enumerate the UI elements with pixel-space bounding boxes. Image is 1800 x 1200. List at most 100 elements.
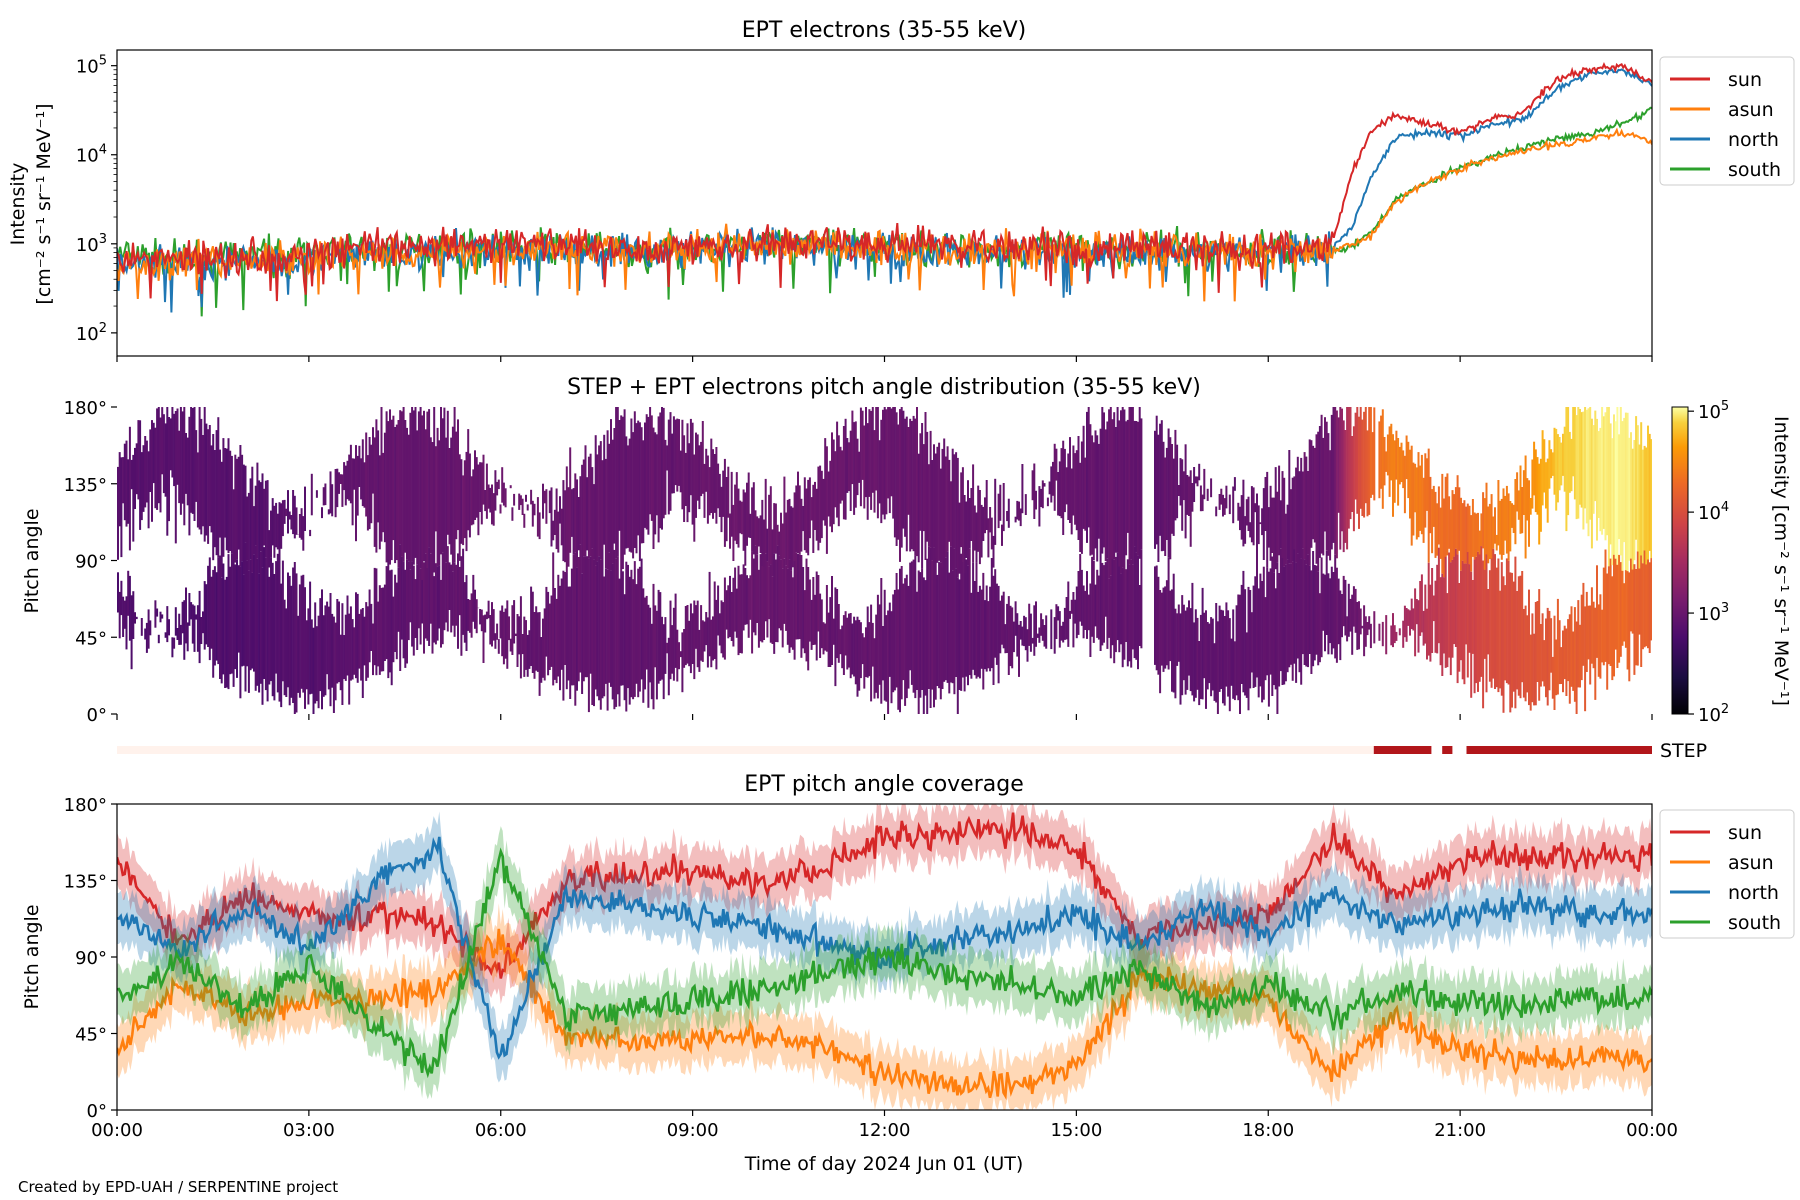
pad-cell [1575,621,1578,714]
pad-cell [854,421,857,508]
pad-cell [916,591,918,690]
pad-cell [829,460,832,527]
pad-cell [1422,610,1425,646]
pad-cell [1352,586,1355,627]
pad-cell [1177,485,1180,496]
pad-cell [698,629,701,672]
pad-cell [970,592,973,679]
pad-cell [1250,486,1253,543]
pad-cell [550,487,553,547]
pad-cell [230,455,233,554]
pad-cell [1052,461,1054,496]
pad-cell [1199,614,1202,699]
pad-cell [263,488,266,546]
pad-cell [1210,478,1213,498]
pad-cell [999,484,1002,521]
pad-cell [242,464,245,575]
pad-cell [1026,629,1029,662]
pad-cell [640,558,643,680]
pad-cell [671,433,674,494]
pad-cell [543,608,546,681]
pad-cell [157,407,160,504]
pad-cell [474,589,476,629]
pad-cell [586,556,589,678]
pad-cell [236,559,238,678]
pad-cell [899,568,901,713]
pad-cell [191,604,194,644]
pad-cell [315,490,318,498]
credit-text: Created by EPD-UAH / SERPENTINE project [18,1178,338,1196]
pad-cell [1346,407,1349,550]
pad-cell [888,407,891,514]
pad-cell [198,590,201,664]
pad-cell [372,623,374,676]
legend-label-north: north [1728,129,1779,151]
pad-cell [1383,437,1386,486]
pad-cell [1296,553,1299,659]
pad-cell [1410,598,1413,630]
pad-cell [650,415,653,521]
pad-cell [610,419,612,571]
pad-cell [358,613,361,669]
pad-cell [827,612,830,667]
pad-cell [870,604,873,702]
pad-cell [1079,554,1082,622]
pad-cell [365,432,368,517]
pad-cell [912,415,915,552]
pad-cell [147,451,150,529]
y-tick-label: 180° [64,398,107,419]
pad-cell [1395,430,1398,480]
pad-cell [1587,408,1590,537]
pad-cell [519,596,522,679]
pad-cell [572,488,575,555]
pad-cell [504,488,507,508]
pad-cell [378,585,381,675]
pad-cell [1339,590,1342,661]
pad-cell [747,578,750,638]
pad-cell [1487,589,1490,655]
pad-cell [1179,613,1182,705]
pad-cell [518,616,521,655]
pad-cell [1228,494,1231,515]
pad-cell [844,418,847,520]
pad-cell [1256,552,1258,678]
pad-cell [332,616,335,713]
pad-cell [465,575,468,651]
pad-cell [846,617,849,670]
pad-cell [859,407,862,507]
pad-cell [1641,449,1644,564]
pad-cell [288,511,291,520]
pad-cell [946,551,949,683]
pad-cell [795,552,798,640]
pad-cell [1541,613,1544,682]
pad-cell [878,604,881,685]
pad-cell [1482,560,1485,709]
pad-cell [504,608,507,659]
pad-cell [1366,430,1369,517]
pad-cell [1495,534,1498,551]
pad-cell [1494,507,1496,544]
pad-cell [1543,640,1546,687]
pad-cell [1597,604,1600,677]
pad-cell [1346,616,1349,642]
pad-cell [275,561,278,674]
pad-cell [1023,615,1026,647]
pad-cell [944,456,947,558]
pad-cell [365,602,368,681]
pad-cell [224,448,227,538]
pad-cell [1206,488,1209,501]
pad-cell [540,637,543,683]
pad-cell [1519,465,1522,534]
pad-cell [1137,555,1139,670]
pad-cell [290,585,293,698]
pad-cell [1539,458,1542,532]
pad-cell [715,447,718,524]
pad-cell [917,570,920,714]
pad-cell [880,578,883,704]
pad-cell [310,619,313,694]
pad-cell [1031,637,1034,644]
pad-cell [644,597,646,690]
pad-cell [1154,430,1156,549]
pad-cell [654,605,657,668]
pad-cell [152,422,155,484]
